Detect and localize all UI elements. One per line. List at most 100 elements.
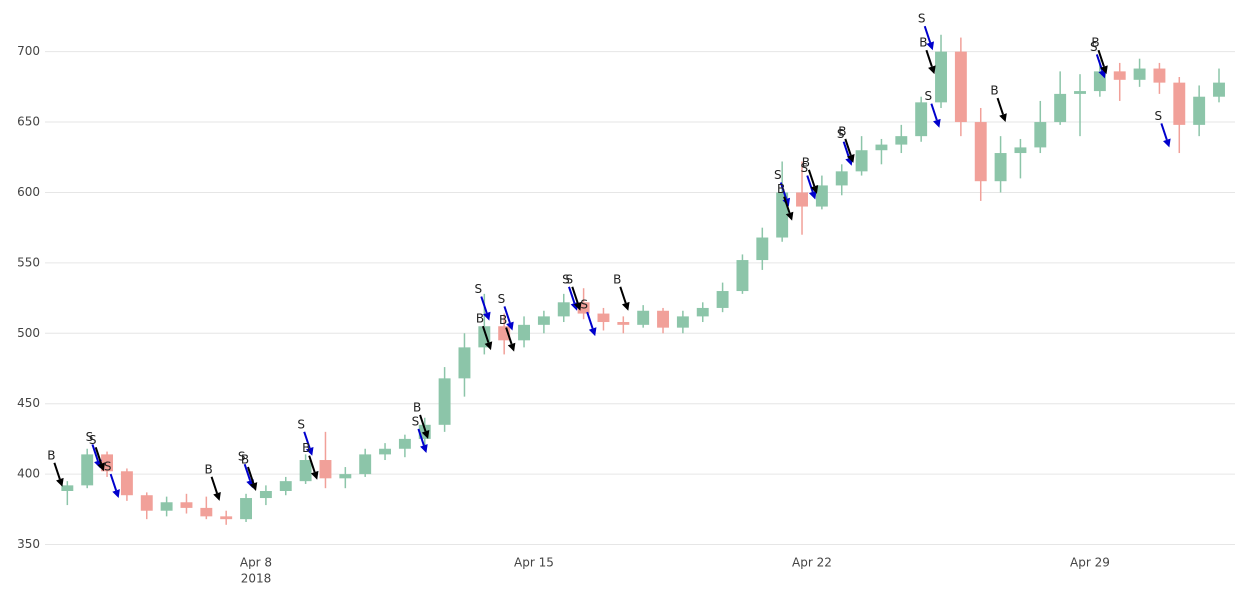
axes: 350 400 450 500 550 600 650 700 Apr 8 2018 Apr 15 A… — [17, 44, 1110, 585]
grid — [45, 51, 1235, 546]
annotation-label: S — [565, 272, 573, 286]
annotation-label: S — [498, 292, 506, 306]
annotation-arrowhead — [249, 482, 258, 491]
candle-body — [101, 454, 114, 472]
y-tick-label: 350 — [17, 537, 40, 551]
annotation-arrow — [303, 431, 311, 449]
candle-body — [974, 122, 987, 182]
candle-body — [736, 260, 749, 292]
annotation-arrow — [53, 462, 61, 480]
candle-body — [1074, 91, 1086, 94]
annotation-label: S — [104, 460, 112, 474]
annotation-label: B — [777, 182, 785, 196]
annotation-arrowhead — [310, 470, 319, 480]
candle-body — [557, 302, 570, 317]
candle-body — [240, 498, 253, 520]
y-tick-label: 700 — [17, 44, 40, 58]
annotation-arrow — [243, 463, 252, 481]
annotation-label: S — [800, 161, 808, 175]
annotation-arrow — [842, 141, 851, 159]
candle-body — [1153, 68, 1166, 83]
annotation-arrow — [210, 476, 218, 494]
candle-body — [81, 454, 94, 486]
candle-body — [438, 378, 451, 425]
candle-body — [676, 316, 689, 328]
annotation-label: S — [474, 282, 482, 296]
annotation-arrow — [417, 428, 425, 446]
annotation-arrow — [308, 455, 316, 473]
candle-body — [1093, 71, 1106, 92]
annotation-arrow — [505, 327, 513, 345]
candle-body — [756, 237, 769, 261]
candle-body — [120, 471, 133, 496]
annotation-label: B — [1091, 36, 1099, 50]
candle-body — [855, 150, 868, 172]
candle-body — [1113, 71, 1126, 80]
candle-body — [200, 507, 213, 517]
candle-body — [954, 51, 967, 123]
candle-body — [895, 136, 908, 145]
annotation-label: B — [241, 453, 249, 467]
candle-body — [1133, 68, 1146, 80]
annotation-label: S — [774, 168, 782, 182]
annotation-arrow — [247, 466, 255, 484]
annotation-arrowhead — [621, 301, 630, 311]
candle-body — [279, 481, 292, 491]
candle-body — [180, 502, 193, 508]
candle-body — [915, 102, 928, 137]
annotation-arrow — [91, 444, 99, 462]
annotation-arrowhead — [420, 444, 428, 453]
annotation-label: B — [613, 272, 621, 286]
annotation-label: B — [413, 400, 421, 414]
annotation-label: S — [89, 433, 97, 447]
annotation-arrow — [503, 306, 511, 324]
candle-body — [1054, 93, 1067, 123]
annotation-label: B — [919, 36, 927, 50]
x-tick-label: Apr 8 — [240, 556, 272, 570]
candle-body — [1213, 82, 1225, 97]
annotation-label: B — [802, 155, 810, 169]
annotation-arrowhead — [999, 113, 1007, 123]
candle-body — [637, 310, 650, 325]
annotation-arrowhead — [1100, 65, 1108, 75]
annotation-arrowhead — [56, 477, 64, 487]
annotation-arrowhead — [97, 462, 106, 472]
annotation-label: B — [204, 462, 212, 476]
annotation-arrowhead — [507, 342, 516, 352]
y-tick-label: 600 — [17, 185, 40, 199]
annotation-arrow — [586, 311, 594, 329]
annotation-arrowhead — [421, 430, 430, 439]
candle-body — [716, 291, 729, 308]
candle-body — [696, 307, 709, 317]
candle-body — [577, 302, 590, 314]
candle-body — [776, 192, 789, 238]
annotation-arrow — [481, 325, 490, 343]
x-tick-label: Apr 22 — [792, 556, 832, 570]
candle-body — [617, 322, 630, 325]
y-tick-label: 400 — [17, 467, 40, 481]
annotation-arrowhead — [846, 154, 855, 163]
candle-body — [299, 460, 312, 482]
annotation-label: B — [47, 448, 55, 462]
annotation-label: S — [297, 417, 305, 431]
annotation-arrow — [1160, 123, 1168, 141]
annotation-arrowhead — [112, 489, 120, 499]
annotation-arrow — [571, 286, 579, 304]
candle-body — [140, 495, 153, 511]
x-tick-label: Apr 15 — [514, 556, 554, 570]
annotation-arrow — [619, 286, 627, 304]
annotation-label: S — [580, 298, 588, 312]
annotation-arrow — [568, 286, 576, 304]
candle-body — [61, 485, 74, 491]
candle-body — [398, 438, 411, 449]
candle-body — [498, 326, 511, 341]
annotation-arrowhead — [305, 446, 314, 456]
candle-body — [796, 192, 808, 207]
candle-body — [994, 153, 1007, 182]
annotation-arrow — [925, 49, 933, 67]
annotation-arrowhead — [213, 492, 221, 501]
y-tick-label: 550 — [17, 255, 40, 269]
candle-body — [657, 310, 669, 328]
